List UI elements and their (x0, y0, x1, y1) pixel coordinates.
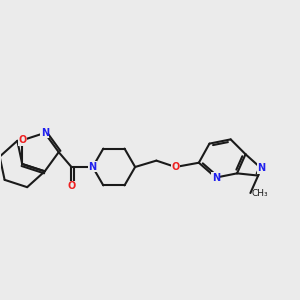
Text: N: N (257, 164, 266, 173)
Text: N: N (88, 162, 97, 172)
Text: N: N (41, 128, 49, 138)
Text: O: O (171, 162, 180, 172)
Text: CH₃: CH₃ (251, 188, 268, 197)
Text: O: O (18, 135, 26, 145)
Text: N: N (212, 172, 220, 183)
Text: O: O (67, 181, 76, 191)
